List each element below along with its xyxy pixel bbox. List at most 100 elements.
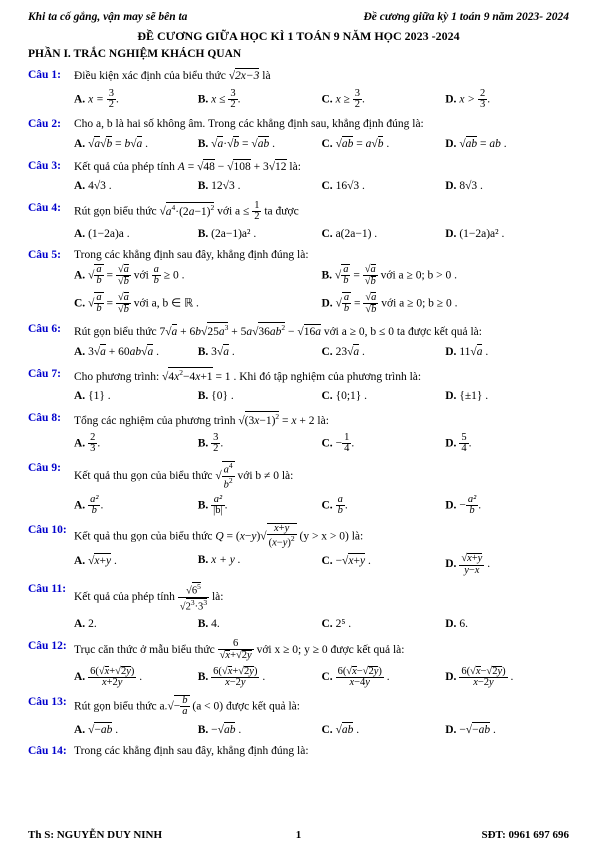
question-7: Câu 7: Cho phương trình: √4x2−4x+1 = 1 .…	[28, 367, 569, 405]
q10-opt-a: A. √x+y .	[74, 553, 198, 576]
q1-label: Câu 1:	[28, 68, 74, 111]
q2-label: Câu 2:	[28, 117, 74, 153]
q5-opt-c: C. √ab = √a√b với a, b ∈ ℝ .	[74, 292, 322, 316]
question-14: Câu 14: Trong các khẳng định sau đây, kh…	[28, 744, 569, 760]
q12-stem: Trục căn thức ở mẫu biểu thức 6√x+√2y vớ…	[74, 639, 569, 662]
q13-stem: Rút gọn biểu thức a.√−ba (a < 0) được kế…	[74, 695, 569, 718]
question-12: Câu 12: Trục căn thức ở mẫu biểu thức 6√…	[28, 639, 569, 689]
q4-stem: Rút gọn biểu thức √a4·(2a−1)2 với a ≤ 12…	[74, 201, 569, 223]
q7-opt-b: B. {0} .	[198, 389, 322, 405]
q7-label: Câu 7:	[28, 367, 74, 405]
q9-opt-b: B. a²|b|.	[198, 495, 322, 517]
q9-opt-a: A. a²b.	[74, 495, 198, 517]
q8-label: Câu 8:	[28, 411, 74, 455]
q3-opt-d: D. 8√3 .	[445, 179, 569, 195]
q2-opt-d: D. √ab = ab .	[445, 136, 569, 153]
q12-opt-c: C. 6(√x−√2y)x−4y .	[322, 666, 446, 689]
question-1: Câu 1: Điều kiện xác định của biểu thức …	[28, 68, 569, 111]
q2-opt-c: C. √ab = a√b .	[322, 136, 446, 153]
q2-stem: Cho a, b là hai số không âm. Trong các k…	[74, 117, 569, 133]
header-left: Khi ta cố gắng, vận may sẽ bên ta	[28, 10, 187, 26]
header-bar: Khi ta cố gắng, vận may sẽ bên ta Đề cươ…	[28, 10, 569, 26]
q1-opt-d: D. x > 23.	[445, 89, 569, 111]
question-4: Câu 4: Rút gọn biểu thức √a4·(2a−1)2 với…	[28, 201, 569, 243]
q14-label: Câu 14:	[28, 744, 74, 760]
q4-label: Câu 4:	[28, 201, 74, 243]
q10-opt-b: B. x + y .	[198, 553, 322, 576]
q6-opt-a: A. 3√a + 60ab√a .	[74, 344, 198, 361]
q3-opt-a: A. 4√3 .	[74, 179, 198, 195]
q7-opt-a: A. {1} .	[74, 389, 198, 405]
q9-opt-c: C. ab.	[322, 495, 446, 517]
q3-label: Câu 3:	[28, 159, 74, 195]
q11-opt-d: D. 6.	[445, 617, 569, 633]
q6-opt-b: B. 3√a .	[198, 344, 322, 361]
q6-stem: Rút gọn biểu thức 7√a + 6b√25a3 + 5a√36a…	[74, 322, 569, 340]
q7-opt-d: D. {±1} .	[445, 389, 569, 405]
q11-opt-a: A. 2.	[74, 617, 198, 633]
q9-stem: Kết quả thu gọn của biểu thức √a4b2 với …	[74, 461, 569, 491]
q10-opt-c: C. −√x+y .	[322, 553, 446, 576]
q13-opt-b: B. −√ab .	[198, 722, 322, 739]
q8-opt-b: B. 32.	[198, 433, 322, 455]
q6-label: Câu 6:	[28, 322, 74, 361]
q12-opt-d: D. 6(√x−√2y)x−2y .	[445, 666, 569, 689]
q5-label: Câu 5:	[28, 248, 74, 316]
q7-stem: Cho phương trình: √4x2−4x+1 = 1 . Khi đó…	[74, 367, 569, 385]
q1-opt-c: C. x ≥ 32.	[322, 89, 446, 111]
footer: Th S: NGUYỄN DUY NINH 1 SĐT: 0961 697 69…	[28, 828, 569, 843]
q12-opt-b: B. 6(√x+√2y)x−2y .	[198, 666, 322, 689]
q2-opt-b: B. √a·√b = √ab .	[198, 136, 322, 153]
q1-opt-a: A. x = 32.	[74, 89, 198, 111]
question-6: Câu 6: Rút gọn biểu thức 7√a + 6b√25a3 +…	[28, 322, 569, 361]
q2-opt-a: A. √a√b = b√a .	[74, 136, 198, 153]
q7-opt-c: C. {0;1} .	[322, 389, 446, 405]
q5-opt-a: A. √ab = √a√b với ab ≥ 0 .	[74, 264, 322, 288]
q8-opt-c: C. −14.	[322, 433, 446, 455]
q5-stem: Trong các khẳng định sau đây, khẳng định…	[74, 248, 569, 264]
q3-opt-c: C. 16√3 .	[322, 179, 446, 195]
q4-opt-c: C. a(2a−1) .	[322, 227, 446, 243]
question-8: Câu 8: Tổng các nghiệm của phương trình …	[28, 411, 569, 455]
q11-opt-b: B. 4.	[198, 617, 322, 633]
question-2: Câu 2: Cho a, b là hai số không âm. Tron…	[28, 117, 569, 153]
q4-opt-a: A. (1−2a)a .	[74, 227, 198, 243]
q9-label: Câu 9:	[28, 461, 74, 517]
q8-opt-a: A. 23.	[74, 433, 198, 455]
section-heading: PHẦN I. TRẮC NGHIỆM KHÁCH QUAN	[28, 47, 569, 63]
footer-right: SĐT: 0961 697 696	[482, 828, 570, 843]
q6-opt-c: C. 23√a .	[322, 344, 446, 361]
q13-opt-c: C. √ab .	[322, 722, 446, 739]
q10-label: Câu 10:	[28, 523, 74, 577]
q4-opt-b: B. (2a−1)a² .	[198, 227, 322, 243]
q3-opt-b: B. 12√3 .	[198, 179, 322, 195]
q14-stem: Trong các khẳng định sau đây, khẳng định…	[74, 744, 569, 760]
main-title: ĐỀ CƯƠNG GIỮA HỌC KÌ 1 TOÁN 9 NĂM HỌC 20…	[28, 28, 569, 44]
footer-left: Th S: NGUYỄN DUY NINH	[28, 828, 162, 843]
question-5: Câu 5: Trong các khẳng định sau đây, khẳ…	[28, 248, 569, 316]
q8-stem: Tổng các nghiệm của phương trình √(3x−1)…	[74, 411, 569, 429]
q11-label: Câu 11:	[28, 582, 74, 633]
q8-opt-d: D. 54.	[445, 433, 569, 455]
q1-stem-a: Điều kiện xác định của biểu thức	[74, 70, 229, 82]
q1-stem-b: là	[262, 70, 270, 82]
q1-opt-b: B. x ≤ 32.	[198, 89, 322, 111]
q3-stem: Kết quả của phép tính A = √48 − √108 + 3…	[74, 159, 569, 176]
q11-stem: Kết quả của phép tính √65√23·33 là:	[74, 582, 569, 613]
q6-opt-d: D. 11√a .	[445, 344, 569, 361]
question-3: Câu 3: Kết quả của phép tính A = √48 − √…	[28, 159, 569, 195]
q10-opt-d: D. √x+yy−x .	[445, 553, 569, 576]
q12-opt-a: A. 6(√x+√2y)x+2y .	[74, 666, 198, 689]
header-right: Đề cương giữa kỳ 1 toán 9 năm 2023- 2024	[363, 10, 569, 26]
q9-opt-d: D. −a²b.	[445, 495, 569, 517]
question-10: Câu 10: Kết quả thu gọn của biểu thức Q …	[28, 523, 569, 577]
footer-center: 1	[296, 828, 302, 843]
question-13: Câu 13: Rút gọn biểu thức a.√−ba (a < 0)…	[28, 695, 569, 739]
q13-opt-d: D. −√−ab .	[445, 722, 569, 739]
q12-label: Câu 12:	[28, 639, 74, 689]
q11-opt-c: C. 2⁵ .	[322, 617, 446, 633]
q5-opt-b: B. √ab = √a√b với a ≥ 0; b > 0 .	[322, 264, 570, 288]
q13-label: Câu 13:	[28, 695, 74, 739]
q1-stem: Điều kiện xác định của biểu thức √2x−3 l…	[74, 68, 569, 85]
question-9: Câu 9: Kết quả thu gọn của biểu thức √a4…	[28, 461, 569, 517]
